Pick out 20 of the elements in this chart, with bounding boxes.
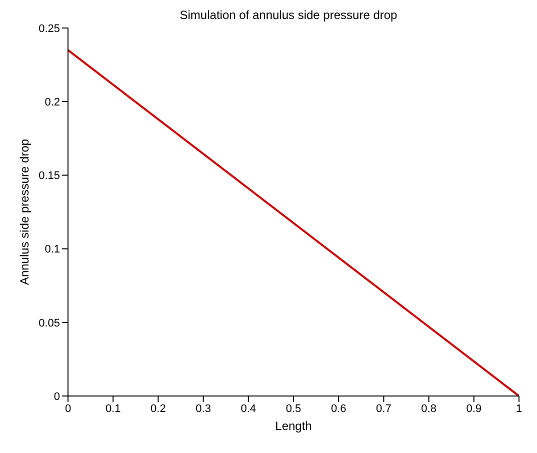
chart-title: Simulation of annulus side pressure drop <box>178 8 398 22</box>
y-tick-label: 0.25 <box>38 22 60 35</box>
x-tick-label: 0.8 <box>421 402 436 415</box>
x-tick-label: 0.4 <box>240 402 256 415</box>
y-tick-label: 0 <box>54 390 60 403</box>
x-tick-label: 0.7 <box>376 402 392 415</box>
x-axis-title: Length <box>275 419 312 433</box>
x-tick-label: 0.6 <box>330 402 346 415</box>
y-axis-title: Annulus side pressure drop <box>17 138 32 286</box>
y-tick-label: 0.15 <box>38 170 60 182</box>
y-tick-label: 0.2 <box>44 96 60 109</box>
x-tick-label: 0.9 <box>466 402 482 415</box>
x-tick-label: 0.1 <box>105 402 121 415</box>
x-tick-label: 0.3 <box>196 402 211 415</box>
x-tick-label: 1 <box>516 402 522 415</box>
y-tick-label: 0.05 <box>38 317 60 330</box>
x-tick-label: 0 <box>64 402 72 415</box>
y-tick-label: 0.1 <box>44 244 60 256</box>
x-tick-label: 0.2 <box>150 402 166 415</box>
x-tick-label: 0.5 <box>286 402 302 415</box>
